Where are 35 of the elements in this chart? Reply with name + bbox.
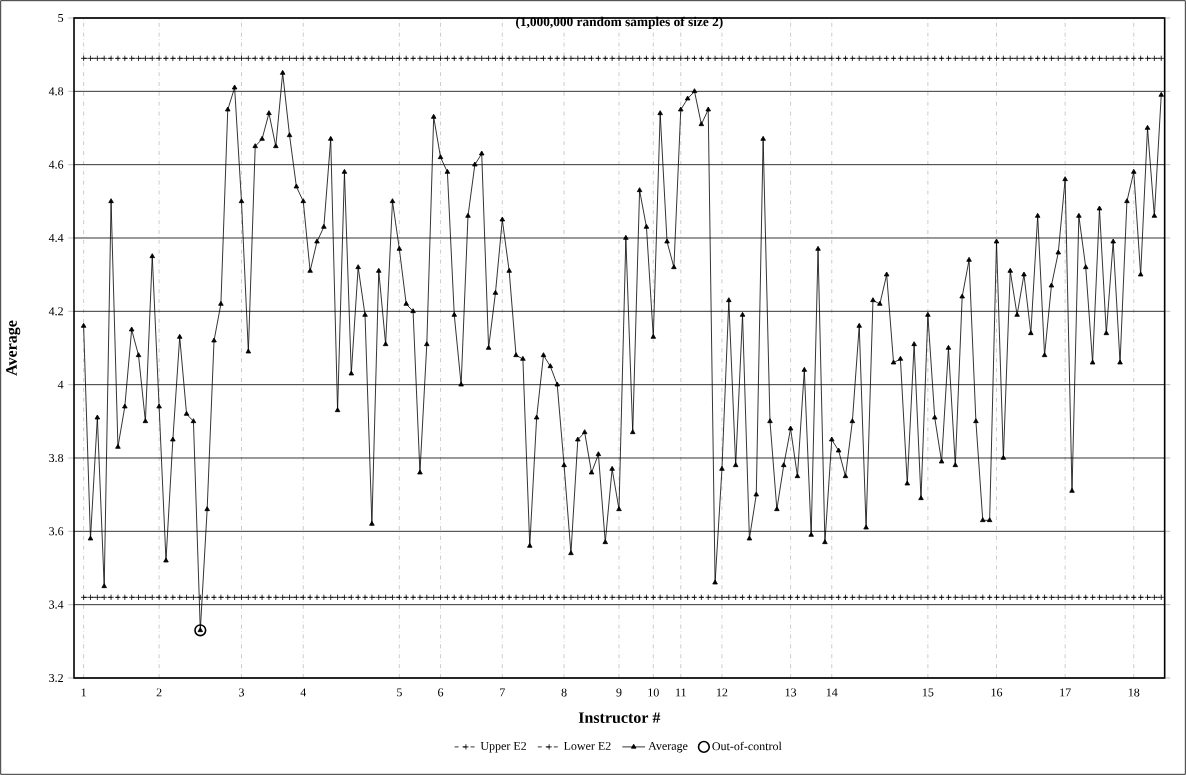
- x-tick-label: 15: [922, 688, 934, 697]
- x-tick-label: 5: [397, 688, 402, 697]
- y-tick-label: 5: [58, 14, 64, 22]
- x-tick-label: 2: [156, 688, 162, 697]
- x-tick-label: 7: [500, 688, 505, 697]
- x-tick-label: 3: [239, 688, 245, 697]
- x-tick-label: 9: [616, 688, 622, 697]
- legend-label: Upper E2: [480, 741, 527, 753]
- y-tick-label: 4.6: [48, 160, 64, 169]
- x-tick-label: 13: [785, 688, 797, 697]
- y-tick-label: 4.4: [48, 233, 64, 243]
- y-tick-label: 3.2: [49, 673, 63, 683]
- x-tick-label: 11: [676, 688, 686, 697]
- x-tick-label: 1: [81, 688, 86, 697]
- y-tick-label: 3.8: [49, 453, 64, 463]
- x-tick-label: 18: [1128, 688, 1140, 697]
- y-tick-label: 4: [57, 380, 64, 389]
- x-tick-label: 10: [648, 688, 659, 697]
- x-tick-label: 8: [561, 688, 567, 697]
- y-tick-label: 4.8: [48, 87, 64, 96]
- x-tick-label: 16: [991, 688, 1003, 697]
- chart-title: (1,000,000 random samples of size 2): [516, 16, 723, 29]
- x-tick-label: 6: [438, 688, 444, 697]
- y-tick-label: 3.6: [49, 527, 64, 536]
- legend-label: Lower E2: [563, 741, 611, 750]
- x-tick-label: 4: [300, 688, 307, 697]
- x-tick-label: 12: [717, 688, 728, 697]
- x-tick-label: 17: [1060, 688, 1071, 697]
- y-axis-title: Average: [6, 320, 21, 376]
- x-tick-label: 14: [826, 688, 838, 697]
- y-tick-label: 4.2: [48, 307, 63, 316]
- legend-label: Average: [648, 741, 688, 753]
- x-axis-title: Instructor #: [578, 712, 661, 724]
- legend-label: Out-of-control: [712, 741, 782, 751]
- y-tick-label: 3.4: [49, 600, 64, 609]
